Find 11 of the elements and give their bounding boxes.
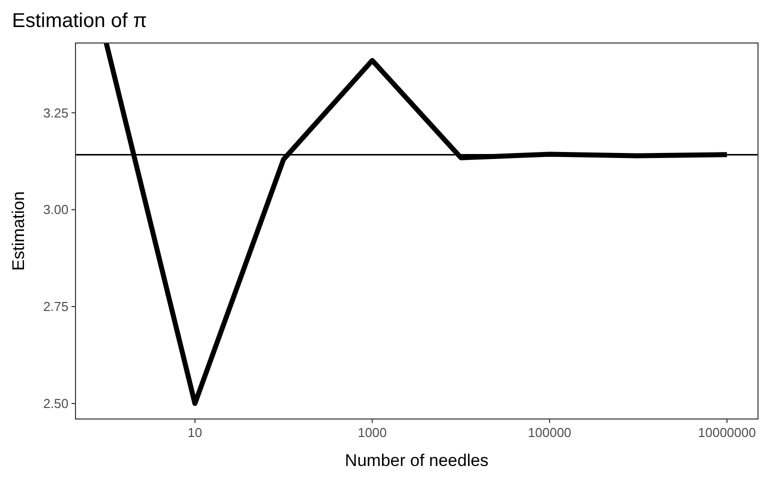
x-tick-label: 1000 xyxy=(358,425,387,440)
y-axis-title: Estimation xyxy=(9,191,28,271)
x-tick-label: 10000000 xyxy=(698,425,756,440)
x-tick-label: 10 xyxy=(188,425,202,440)
y-tick-label: 2.50 xyxy=(43,396,68,412)
chart-title: Estimation of π xyxy=(12,10,147,32)
x-axis-title: Number of needles xyxy=(344,451,489,470)
x-tick-label: 100000 xyxy=(528,425,572,440)
y-tick-label: 3.25 xyxy=(43,105,68,120)
y-tick-label: 2.75 xyxy=(43,299,68,314)
y-tick-label: 3.00 xyxy=(43,202,68,218)
